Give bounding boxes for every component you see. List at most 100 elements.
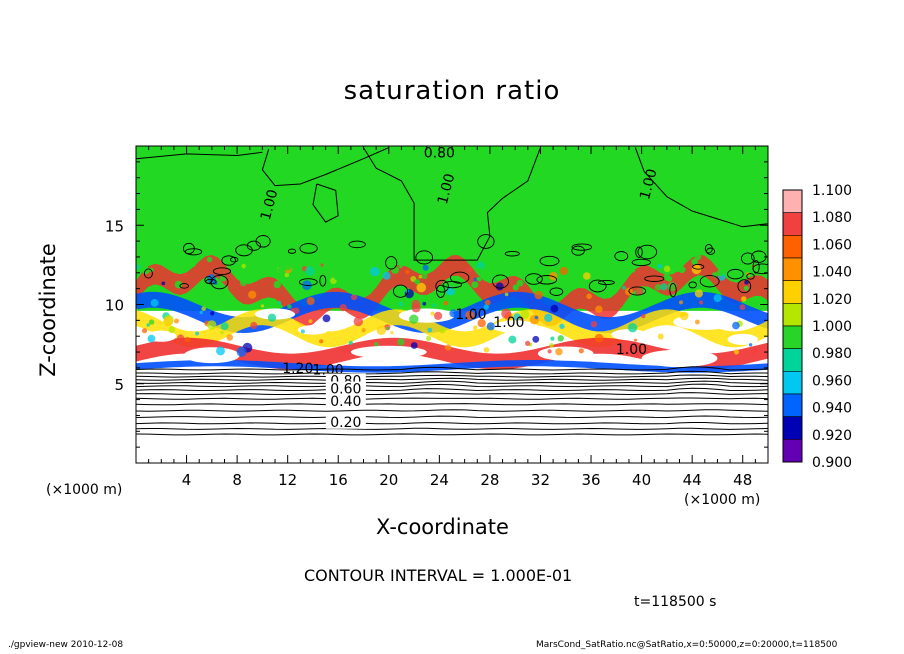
field-green-fleck [391, 266, 399, 274]
field-blotch [216, 346, 225, 356]
contour-blob [704, 243, 713, 254]
contour-blob [298, 278, 318, 286]
field-green-fleck [231, 266, 235, 270]
contour-blob [435, 279, 449, 293]
field-blotch [713, 294, 722, 303]
field-blotch [532, 335, 540, 343]
contour-blob [549, 287, 564, 296]
field-blotch [635, 287, 644, 296]
field-blotch [207, 274, 216, 283]
contour-line-loop [312, 183, 339, 223]
contour-label: 1.00 [616, 342, 647, 358]
contour-blob [628, 286, 647, 296]
field-green-fleck [743, 285, 749, 291]
field-green-fleck [493, 248, 502, 256]
field-green-fleck [341, 264, 350, 273]
contour-blob [692, 263, 705, 270]
field-blotch [277, 300, 282, 305]
field-green-fleck [400, 261, 405, 267]
field-blotch [513, 313, 521, 321]
field-blotch [534, 290, 543, 300]
field-blotch [306, 297, 315, 305]
field-blotch [445, 344, 452, 351]
field-blotch [351, 294, 358, 301]
contour-blob [571, 245, 585, 256]
field-blotch [473, 277, 478, 282]
field-blotch [741, 296, 747, 302]
field-blotch [370, 266, 380, 277]
field-blotch [549, 343, 554, 348]
contour-blob [348, 240, 366, 249]
field-blotch [260, 304, 265, 308]
colorbar-label: 0.980 [812, 346, 852, 362]
contour-blob [688, 281, 697, 289]
field-blotch [163, 316, 174, 327]
field-green-fleck [333, 274, 340, 281]
contour-blob [637, 244, 658, 260]
field-blotch [177, 334, 185, 342]
field-blotch [305, 266, 315, 276]
field-blotch [657, 264, 662, 269]
field-green-fleck [660, 248, 665, 252]
field-blotch [657, 333, 664, 340]
contour-blob [210, 274, 229, 290]
contour-line-lower [136, 415, 768, 419]
field-blotch [300, 329, 305, 334]
contour-blob [143, 268, 153, 279]
x-axis-label: X-coordinate [376, 515, 509, 539]
field-blotch [319, 339, 324, 344]
contour-blob [442, 280, 463, 289]
field-blotch [473, 325, 478, 331]
field-blotch [422, 301, 427, 306]
field-blotch [547, 349, 552, 354]
colorbar-swatch [782, 212, 803, 236]
x-tick-label: 12 [278, 471, 297, 489]
colorbar-label: 0.960 [812, 373, 852, 389]
field-blotch [199, 310, 203, 315]
contour-line-lower [136, 392, 768, 396]
field-blotch [195, 331, 200, 336]
field-blue-band-lower [136, 360, 768, 373]
field-blotch [586, 293, 592, 300]
field-white-cell [611, 329, 647, 341]
contour-blob [255, 235, 271, 248]
footer-source: MarsCond_SatRatio.nc@SatRatio,x=0:50000,… [536, 640, 838, 650]
field-blotch [326, 270, 332, 276]
field-blotch [161, 281, 166, 286]
field-blotch [679, 311, 689, 321]
field-blotch [660, 283, 668, 291]
contour-label: 1.00 [493, 315, 524, 331]
contour-label: 1.00 [258, 188, 282, 222]
contour-blob [415, 250, 434, 265]
field-blotch [663, 265, 671, 273]
field-blotch [374, 341, 379, 347]
field-blotch [241, 263, 246, 269]
contour-line-lower [136, 377, 768, 381]
contour-blob [221, 255, 236, 266]
contour-blob [588, 279, 607, 293]
field-blotch [534, 315, 539, 320]
field-blotch [699, 300, 704, 305]
x-tick-label: 16 [329, 471, 348, 489]
field-blotch [432, 303, 436, 308]
field-green-fleck [273, 280, 281, 289]
field-blotch [353, 316, 363, 327]
contour-line-lower [136, 374, 768, 378]
field-blotch [621, 285, 626, 290]
field-blotch [649, 296, 653, 301]
field-blotch [411, 299, 421, 309]
colorbar-label: 1.060 [812, 237, 852, 253]
colorbar-label: 0.940 [812, 401, 852, 417]
field-blotch [250, 321, 258, 330]
contour-blob [727, 268, 744, 280]
field-blotch [226, 334, 233, 341]
field-blotch [293, 307, 300, 314]
footer-command: ./gpview-new 2010-12-08 [8, 640, 124, 650]
colorbar-swatch [782, 325, 803, 350]
contour-blob [571, 243, 593, 251]
field-white-cell [727, 333, 758, 345]
field-white-cell [537, 346, 594, 361]
field-blotch [733, 349, 740, 355]
contour-blob [319, 274, 327, 287]
field-blotch [559, 266, 568, 276]
